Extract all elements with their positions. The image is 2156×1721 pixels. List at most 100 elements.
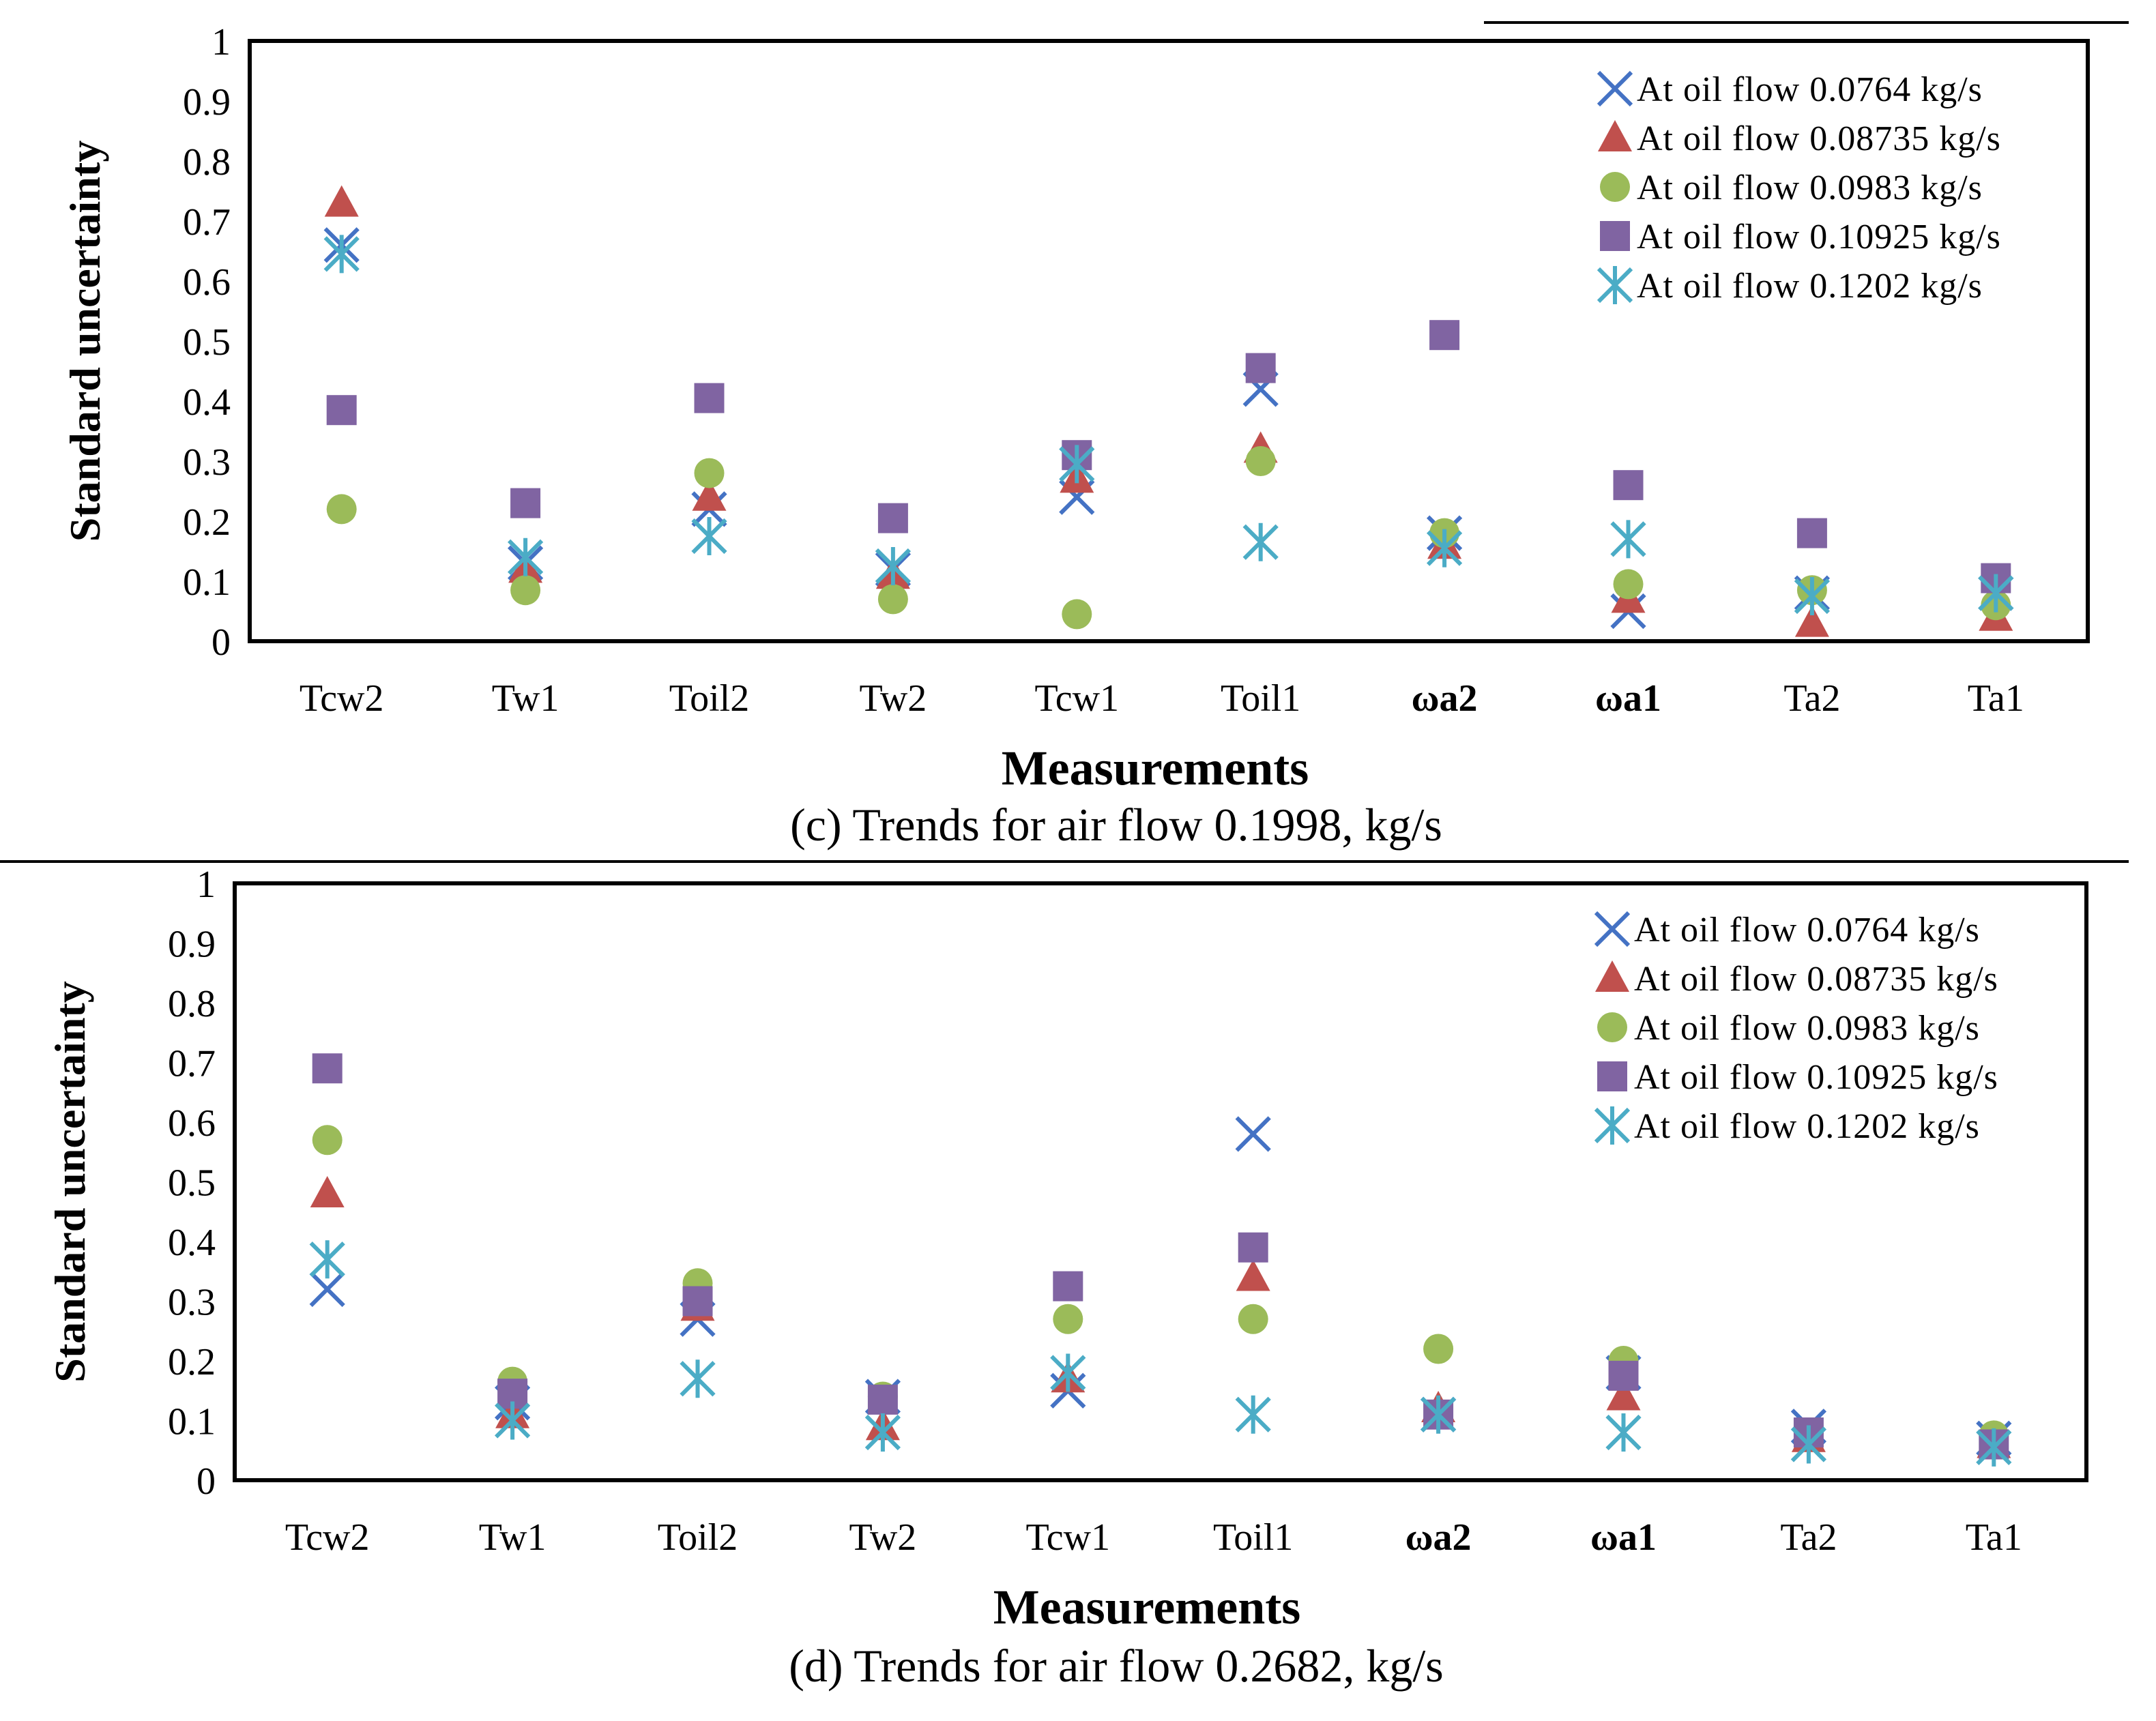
data-point	[1606, 1379, 1641, 1411]
x-tick-label: Ta2	[1780, 1516, 1837, 1559]
data-point	[1420, 1395, 1457, 1434]
x-tick-label: Tw1	[492, 677, 559, 720]
y-tick-label: 0.5	[183, 321, 231, 364]
y-tick-label: 0.3	[183, 441, 231, 484]
data-point	[494, 1401, 531, 1440]
data-point	[1050, 1353, 1086, 1392]
data-point	[1238, 1304, 1268, 1334]
legend-label: At oil flow 0.10925 kg/s	[1634, 1058, 1998, 1097]
y-tick-label: 0.5	[168, 1162, 216, 1205]
data-point	[309, 1271, 345, 1308]
data-point	[1605, 1413, 1642, 1452]
chart-d: 0 0.1 0.2 0.3 0.4 0.5 0.6 0.7 0.8 0.9 1 Tcw2 Tw1 Toil…	[46, 864, 2088, 1692]
y-tick-label: 0.6	[183, 261, 231, 304]
data-point	[1426, 529, 1463, 568]
data-point	[1976, 1428, 2012, 1467]
legend-label: At oil flow 0.10925 kg/s	[1637, 218, 2001, 256]
x-tick-label: Ta1	[1968, 677, 2024, 720]
data-point	[507, 538, 544, 576]
data-point	[312, 1053, 343, 1084]
data-point	[323, 235, 360, 274]
series-4	[326, 320, 2011, 593]
data-point	[864, 1413, 901, 1452]
legend-marker	[1600, 172, 1630, 202]
data-point	[691, 517, 727, 555]
data-point	[1796, 518, 1827, 548]
x-tick-label: Tw2	[860, 677, 927, 720]
x-axis-title: Measurements	[1002, 741, 1309, 795]
legend-marker	[1595, 960, 1629, 992]
y-tick-label: 0.7	[168, 1043, 216, 1085]
legend-label: At oil flow 0.1202 kg/s	[1634, 1107, 1980, 1146]
y-tick-label: 0.8	[183, 141, 231, 183]
x-tick-label: Toil2	[658, 1516, 738, 1559]
x-tick-label: Tw2	[849, 1516, 917, 1559]
data-point	[875, 547, 912, 585]
x-tick-label: Toil1	[1213, 1516, 1293, 1559]
data-point	[326, 395, 357, 426]
legend-label: At oil flow 0.1202 kg/s	[1637, 267, 1983, 306]
data-point	[1235, 1395, 1271, 1434]
y-tick-label: 0.3	[168, 1282, 216, 1324]
legend-marker	[1597, 1061, 1627, 1091]
y-tick-label: 0.8	[168, 983, 216, 1025]
y-tick-label: 0.9	[183, 81, 231, 123]
data-point	[692, 479, 727, 511]
data-point	[682, 1286, 713, 1317]
data-point	[1235, 1116, 1271, 1152]
y-tick-label: 0.4	[168, 1222, 216, 1264]
legend-label: At oil flow 0.08735 kg/s	[1637, 119, 2001, 158]
data-point	[1059, 445, 1095, 484]
y-tick-label: 0	[212, 621, 231, 664]
data-point	[1238, 1232, 1268, 1263]
y-tick-label: 0.7	[183, 201, 231, 244]
legend-label: At oil flow 0.0764 kg/s	[1637, 70, 1983, 109]
data-point	[1062, 599, 1092, 630]
data-point	[1245, 353, 1276, 383]
data-point	[1608, 1360, 1639, 1391]
plot-area	[248, 39, 2090, 643]
legend-marker	[1598, 120, 1632, 151]
y-tick-label: 0.2	[183, 501, 231, 544]
data-point	[309, 1240, 345, 1279]
data-point	[1053, 1304, 1083, 1334]
x-tick-label: Tw1	[479, 1516, 547, 1559]
y-tick-label: 0	[196, 1460, 216, 1503]
data-point	[1429, 320, 1460, 351]
data-point	[694, 458, 725, 488]
legend-marker	[1594, 1106, 1631, 1145]
legend-marker	[1597, 70, 1633, 107]
legend-marker	[1594, 911, 1631, 947]
data-point	[1794, 577, 1831, 615]
x-axis-title: Measurements	[993, 1580, 1301, 1634]
data-point	[1613, 470, 1644, 501]
legend-marker	[1597, 266, 1633, 304]
data-point	[326, 494, 357, 525]
data-point	[1610, 520, 1646, 559]
x-tick-label: Tcw1	[1026, 1516, 1111, 1559]
series-3	[326, 446, 2011, 630]
data-point	[1236, 1259, 1270, 1291]
data-point	[1053, 1271, 1083, 1301]
data-point	[1613, 569, 1644, 600]
x-tick-label: Tcw2	[300, 677, 384, 720]
legend: At oil flow 0.0764 kg/s At oil flow 0.087…	[1597, 70, 2001, 306]
chart-caption: (d) Trends for air flow 0.2682, kg/s	[789, 1640, 1444, 1692]
legend: At oil flow 0.0764 kg/s At oil flow 0.087…	[1594, 911, 1998, 1146]
x-tick-label: ωa1	[1595, 677, 1661, 720]
series-5	[323, 235, 2014, 615]
y-tick-label: 0.1	[168, 1401, 216, 1443]
y-tick-label: 0.9	[168, 924, 216, 966]
x-tick-label: ωa1	[1590, 1516, 1657, 1559]
legend-marker	[1600, 221, 1630, 251]
series-5	[309, 1240, 2012, 1467]
data-point	[1794, 605, 1829, 637]
chart-caption: (c) Trends for air flow 0.1998, kg/s	[790, 799, 1442, 851]
legend-label: At oil flow 0.0764 kg/s	[1634, 911, 1980, 950]
data-point	[694, 383, 725, 413]
y-tick-label: 1	[212, 21, 231, 63]
data-point	[1790, 1425, 1827, 1464]
x-tick-label: Toil1	[1221, 677, 1300, 720]
data-point	[510, 488, 541, 518]
